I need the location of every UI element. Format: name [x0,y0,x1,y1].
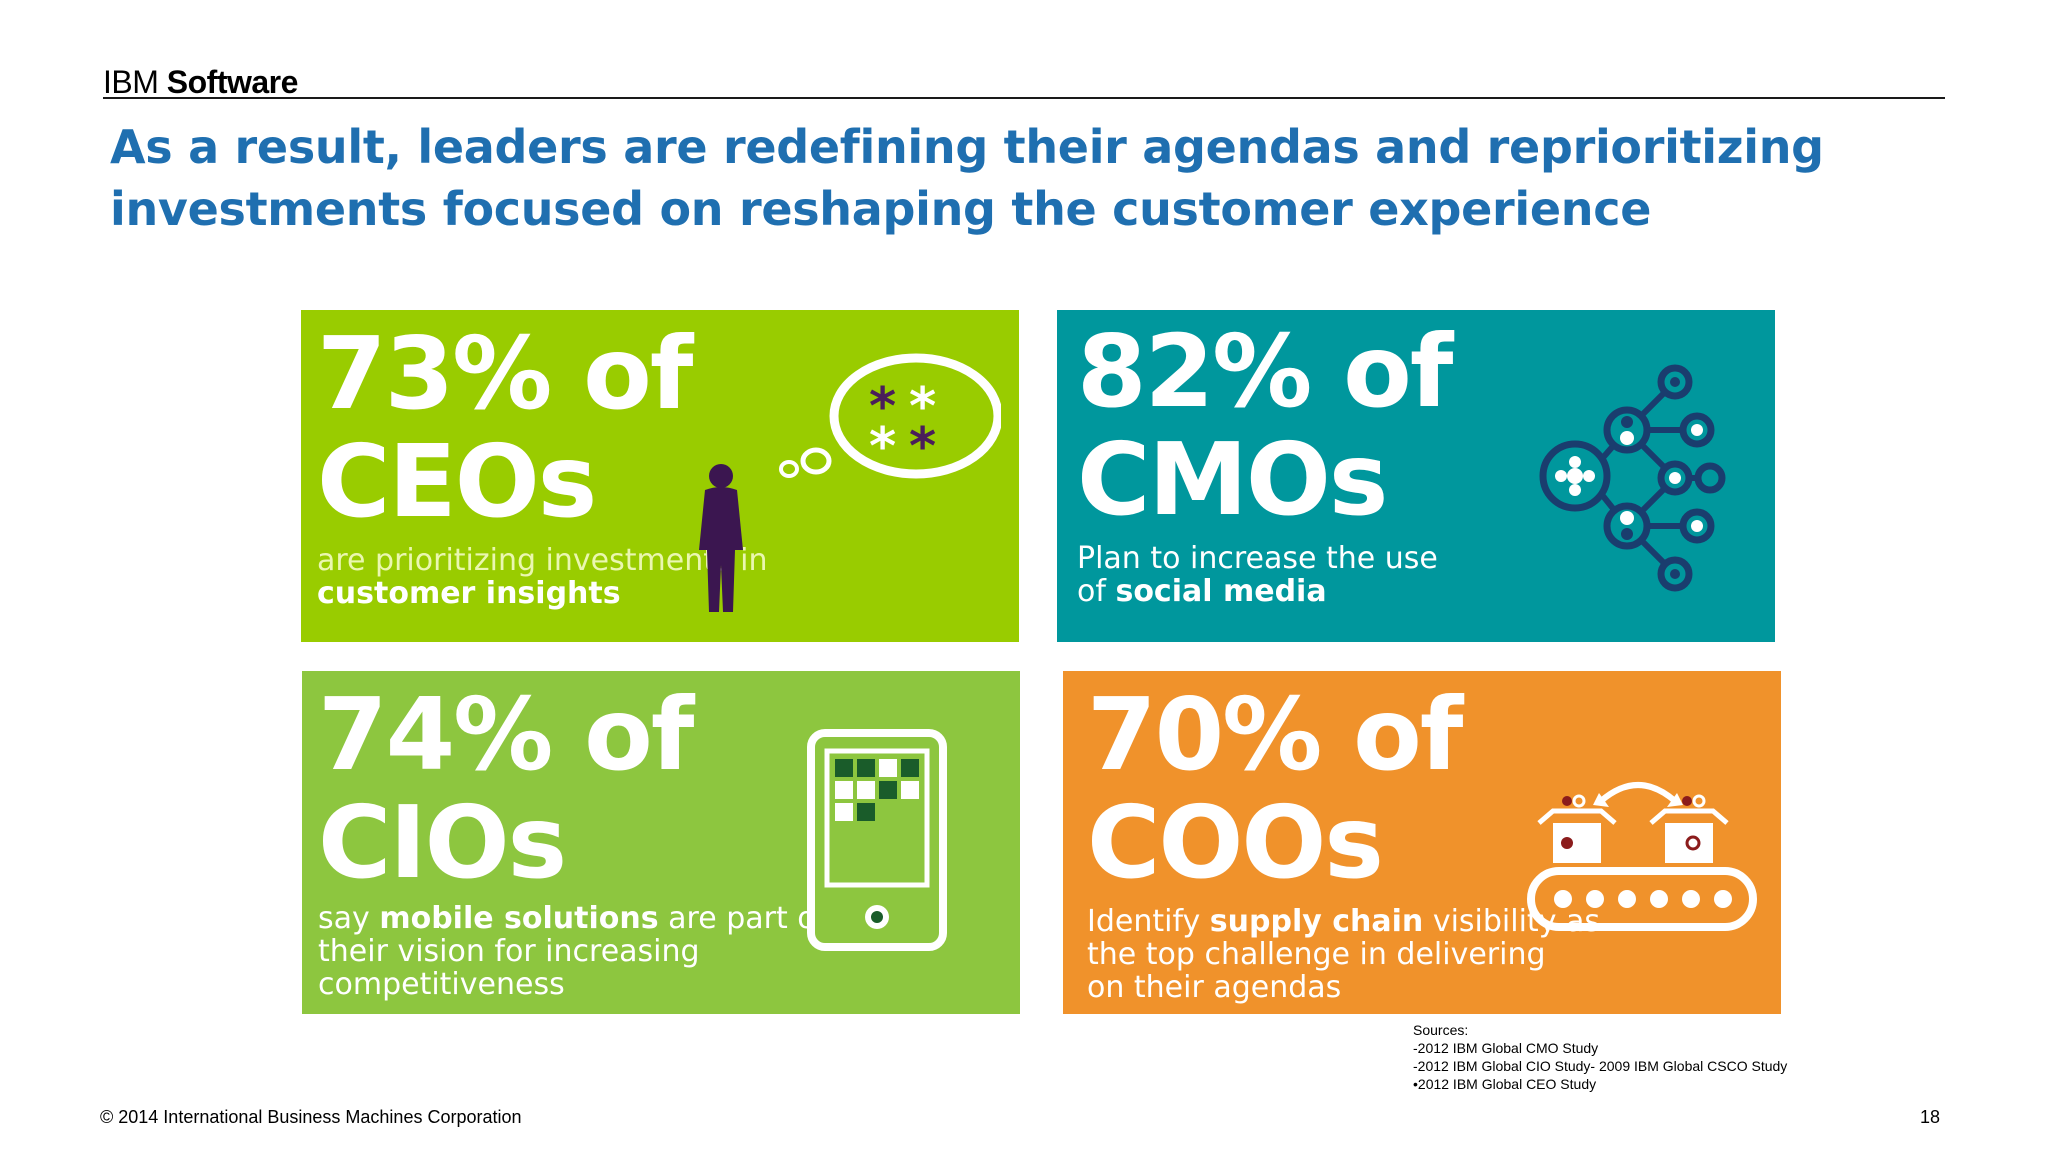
tile-ceos: 73% of CEOs are prioritizing investments… [301,310,1019,642]
thinking-person-icon: * * * * [699,353,1001,612]
tile-coos-desc: Identify supply chain visibility as the … [1087,905,1600,1004]
tile-cmos-desc: Plan to increase the use of social media [1077,542,1438,608]
conveyor-belt-icon [1527,782,1757,931]
tile-ceos-stat: 73% of [317,315,693,432]
tile-coos-role: COOs [1087,784,1384,901]
mobile-device-icon [807,729,947,951]
tile-coos-stat: 70% of [1087,676,1463,793]
tile-cios-desc-post: are part of [668,901,827,936]
brand-ibm: IBM [103,64,159,100]
page-number: 18 [1920,1107,1941,1127]
svg-text:*: * [869,377,896,437]
tile-coos-desc-post: visibility as [1432,904,1600,939]
tile-cios: 74% of CIOs say mobile solutions are par… [302,671,1020,1014]
svg-text:*: * [909,417,936,477]
sources-title: Sources: [1413,1022,1469,1038]
tile-coos: 70% of COOs Identify supply chain visibi… [1063,671,1781,1014]
tile-coos-desc-bold: supply chain [1209,904,1424,939]
brand-logo: IBM Software [103,64,298,101]
svg-text:*: * [869,417,896,477]
tile-cios-desc-text: say [318,901,370,936]
tile-coos-desc-text: Identify [1087,904,1201,939]
page-title: As a result, leaders are redefining thei… [110,116,1910,240]
source-item-ceo: •2012 IBM Global CEO Study [1413,1076,1597,1092]
tile-cios-desc-line-2: their vision for increasing [318,934,700,969]
tile-cmos-desc-line-1: Plan to increase the use [1077,541,1438,576]
copyright: © 2014 International Business Machines C… [100,1107,522,1127]
tile-cios-desc-line-3: competitiveness [318,967,565,1002]
tile-cmos-stat: 82% of [1077,313,1453,430]
tile-cmos-desc-bold: social media [1115,574,1327,609]
source-item-cmo: -2012 IBM Global CMO Study [1413,1040,1599,1056]
tile-cmos-role: CMOs [1077,421,1388,538]
tile-cios-desc-bold: mobile solutions [379,901,659,936]
tile-ceos-desc-text: are prioritizing investments in [317,543,768,578]
tile-coos-desc-line-3: on their agendas [1087,970,1342,1005]
headline-line-1: As a result, leaders are redefining thei… [110,120,1824,174]
social-network-icon [1539,364,1726,592]
tile-cios-role: CIOs [318,784,567,901]
tile-ceos-desc: are prioritizing investments in customer… [317,544,767,610]
tile-cmos-desc-text: of [1077,574,1106,609]
tile-cios-stat: 74% of [318,676,694,793]
tile-ceos-role: CEOs [317,423,597,540]
sources-list: Sources: -2012 IBM Global CMO Study -201… [1413,1021,1787,1093]
tile-coos-desc-line-2: the top challenge in delivering [1087,937,1546,972]
brand-software: Software [166,64,299,100]
tile-ceos-desc-bold: customer insights [317,576,621,611]
header-rule [103,97,1945,99]
source-item-cio-csco: -2012 IBM Global CIO Study- 2009 IBM Glo… [1413,1058,1788,1074]
tile-cios-desc: say mobile solutions are part of their v… [318,902,826,1001]
svg-text:*: * [909,377,936,437]
tile-cmos: 82% of CMOs Plan to increase the use of … [1057,310,1775,642]
headline-line-2: investments focused on reshaping the cus… [110,182,1652,236]
